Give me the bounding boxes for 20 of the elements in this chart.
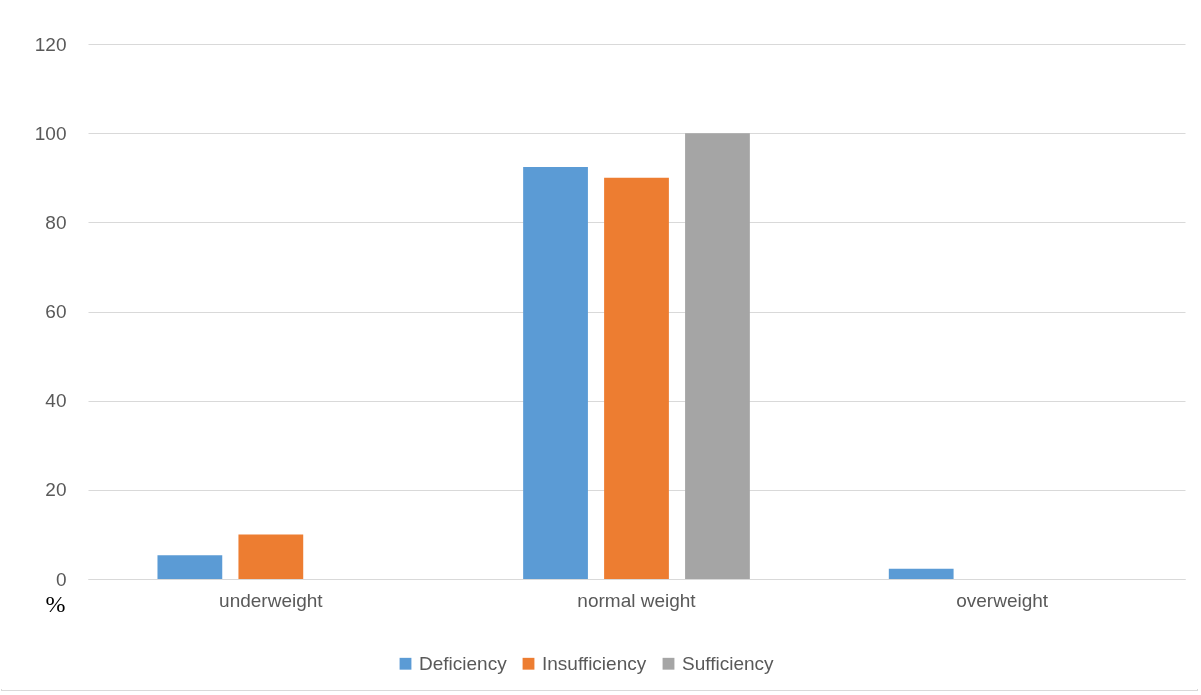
bar [888,568,954,579]
y-tick-label: 80 [45,211,67,233]
y-tick-label: 120 [34,33,67,55]
y-tick-label: 100 [34,122,67,144]
y-tick-label: 60 [45,301,67,322]
legend-label: Insufficiency [542,652,647,674]
bar [157,555,223,579]
bar [523,167,588,579]
x-tick-label: normal weight [577,589,697,611]
legend-label: Deficiency [419,652,508,674]
x-tick-label: overweight [956,589,1049,611]
y-tick-label: 40 [45,390,67,412]
y-tick-label: 20 [45,479,67,501]
x-tick-label: underweight [219,589,324,611]
y-tick-label: 0 [55,568,67,590]
bar [604,177,669,579]
bar [238,534,304,579]
bar [685,133,750,579]
legend-label: Sufficiency [682,652,775,674]
y-axis-title: % [45,590,66,617]
